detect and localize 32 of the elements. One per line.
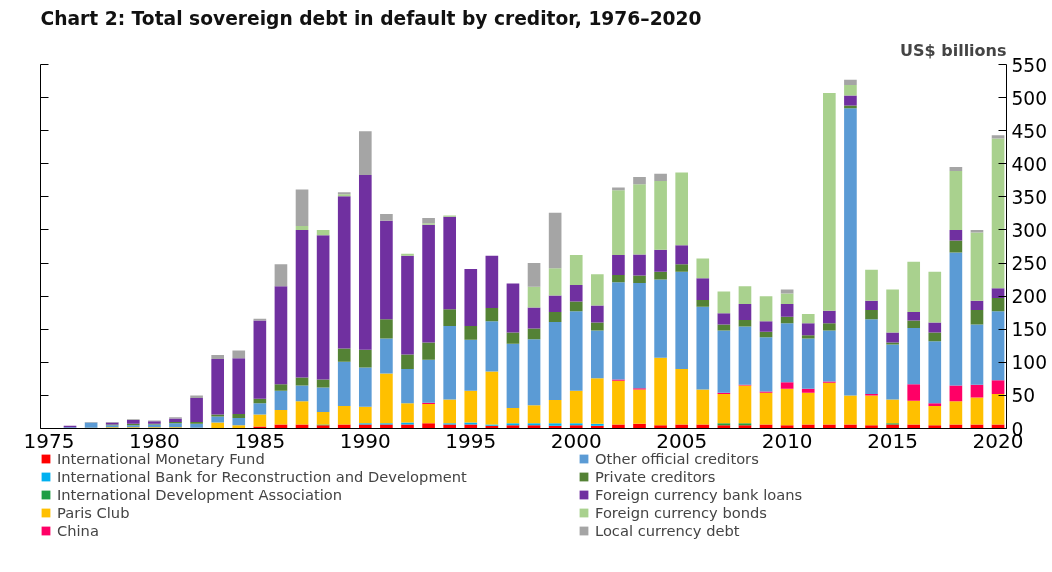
y-tick-label: 200 (1011, 286, 1048, 308)
x-tick-label: 1975 (23, 428, 75, 453)
y-tick-label: 50 (1011, 385, 1036, 407)
x-tick-label: 1995 (445, 428, 497, 453)
x-tick-label: 1980 (128, 428, 180, 453)
y-tick-label: 350 (1011, 186, 1048, 208)
y-tick-label: 450 (1011, 120, 1048, 142)
x-tick-label: 2000 (550, 428, 602, 453)
y-tick-label: 100 (1011, 352, 1048, 374)
x-tick-label: 2010 (761, 428, 813, 453)
x-tick-label: 2005 (656, 428, 708, 453)
y-tick-label: 550 (1011, 54, 1048, 76)
legend-label: Foreign currency bonds (595, 504, 768, 521)
x-tick-label: 2015 (867, 428, 919, 453)
y-axis-title: US$ billions (899, 40, 1007, 60)
y-tick-label: 250 (1011, 253, 1048, 275)
legend-label: Foreign currency bank loans (595, 486, 804, 503)
x-tick-label: 1990 (339, 428, 391, 453)
y-tick-label: 400 (1011, 153, 1048, 175)
y-tick-label: 300 (1011, 219, 1048, 241)
legend-label: Paris Club (57, 504, 131, 521)
y-tick-label: 150 (1011, 319, 1048, 341)
chart-title: Chart 2: Total sovereign debt in default by creditor, 1976–2020 (40, 7, 702, 29)
legend-label: Other official creditors (595, 450, 759, 467)
legend-label: International Bank for Reconstruction and Development (57, 468, 468, 485)
legend-label: Private creditors (595, 468, 717, 485)
legend-label: China (57, 522, 100, 539)
y-tick-label: 500 (1011, 87, 1048, 109)
x-tick-label: 1985 (234, 428, 286, 453)
legend-label: Local currency debt (595, 522, 741, 539)
legend-label: International Monetary Fund (57, 450, 265, 467)
legend-label: International Development Association (57, 486, 343, 503)
